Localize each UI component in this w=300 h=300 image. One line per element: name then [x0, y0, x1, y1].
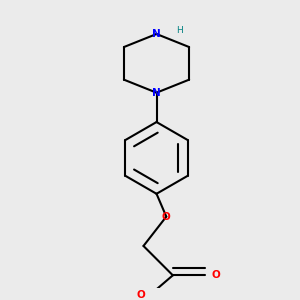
- Text: N: N: [152, 29, 161, 39]
- Text: O: O: [136, 290, 145, 300]
- Text: O: O: [162, 212, 171, 222]
- Text: O: O: [212, 270, 221, 280]
- Text: N: N: [152, 88, 161, 98]
- Text: H: H: [176, 26, 183, 35]
